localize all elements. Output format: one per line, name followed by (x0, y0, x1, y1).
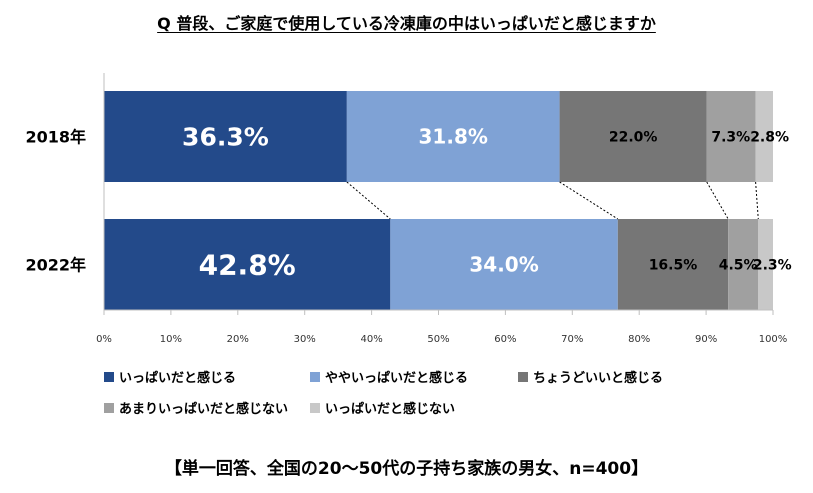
x-tick-label-4: 40% (360, 334, 382, 345)
data-label-1-4: 7.3% (711, 130, 750, 146)
bar-segment-1-5 (755, 91, 773, 182)
legend-swatch (518, 371, 528, 382)
legend-label: ややいっぱいだと感じる (325, 371, 469, 386)
legend-swatch (310, 371, 320, 382)
legend-label: あまりいっぱいだと感じない (119, 402, 289, 417)
x-tick-label-3: 30% (294, 334, 316, 345)
x-tick-label-6: 60% (494, 334, 516, 345)
bar-segment-2-1 (104, 219, 391, 310)
bar-segment-1-3 (559, 91, 707, 182)
x-tick-label-7: 70% (561, 334, 583, 345)
data-label-2-1: 42.8% (199, 249, 296, 282)
chart-title-text: Q 普段、ご家庭で使用している冷凍庫の中はいっぱいだと感じますか (157, 14, 656, 33)
legend-item-4: あまりいっぱいだと感じない (104, 398, 288, 417)
x-tick-label-2: 20% (227, 334, 249, 345)
bar-segment-1-1 (104, 91, 347, 182)
x-tick-label-8: 80% (628, 334, 650, 345)
legend-label: いっぱいだと感じない (325, 402, 456, 417)
data-label-1-5: 2.8% (750, 130, 789, 146)
legend-item-5: いっぱいだと感じない (310, 398, 455, 417)
legend-swatch (104, 402, 114, 413)
legend-item-1: いっぱいだと感じる (104, 367, 236, 386)
data-label-2-2: 34.0% (469, 253, 538, 277)
legend-item-3: ちょうどいいと感じる (518, 367, 663, 386)
bar-segment-2-2 (390, 219, 618, 310)
bar-segment-2-3 (617, 219, 729, 310)
x-tick-label-5: 50% (427, 334, 449, 345)
data-label-1-1: 36.3% (182, 123, 269, 152)
x-tick-label-10: 100% (759, 334, 788, 345)
bar-segment-1-2 (346, 91, 560, 182)
data-label-1-3: 22.0% (609, 130, 658, 146)
data-label-1-2: 31.8% (419, 125, 488, 149)
legend-item-2: ややいっぱいだと感じる (310, 367, 468, 386)
legend-swatch (310, 402, 320, 413)
x-tick-label-1: 10% (160, 334, 182, 345)
connector-line-2 (559, 181, 619, 220)
connector-line-1 (346, 181, 391, 220)
data-label-2-5: 2.3% (753, 258, 792, 274)
category-label-2: 2022年 (25, 256, 86, 275)
bar-segment-1-4 (706, 91, 756, 182)
connector-line-3 (706, 181, 729, 220)
data-label-2-4: 4.5% (719, 258, 758, 274)
bar-segment-2-4 (728, 219, 759, 310)
legend-label: ちょうどいいと感じる (533, 371, 664, 386)
connector-line-4 (755, 181, 759, 220)
chart-title: Q 普段、ご家庭で使用している冷凍庫の中はいっぱいだと感じますか (0, 10, 813, 34)
legend-label: いっぱいだと感じる (119, 371, 237, 386)
footnote: 【単一回答、全国の20～50代の子持ち家族の男女、n=400】 (164, 459, 649, 479)
data-label-2-3: 16.5% (649, 258, 698, 274)
legend-swatch (104, 371, 114, 382)
x-tick-label-9: 90% (695, 334, 717, 345)
category-label-1: 2018年 (25, 128, 86, 147)
x-tick-label-0: 0% (96, 334, 112, 345)
bar-segment-2-5 (758, 219, 773, 310)
